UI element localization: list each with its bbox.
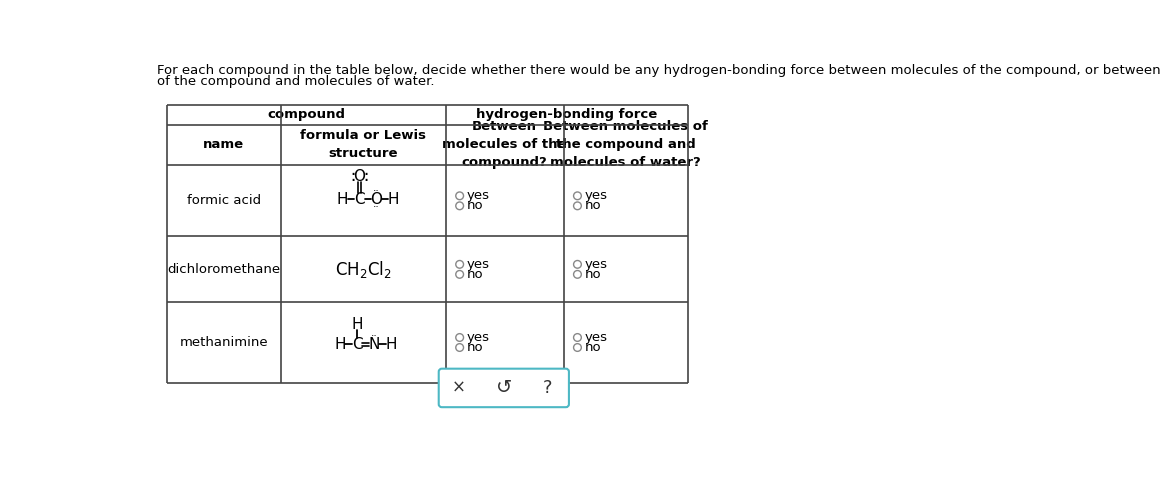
Text: yes: yes (466, 258, 490, 271)
Text: ··: ·· (374, 202, 379, 212)
Text: formula or Lewis
structure: formula or Lewis structure (300, 130, 426, 160)
Text: name: name (203, 139, 245, 152)
Text: ··: ·· (371, 331, 377, 341)
Text: no: no (466, 268, 484, 281)
Text: Between
molecules of the
compound?: Between molecules of the compound? (442, 120, 567, 169)
Text: H: H (385, 336, 397, 351)
Text: no: no (585, 341, 601, 354)
Text: compound: compound (267, 108, 346, 121)
Text: no: no (466, 199, 484, 212)
Text: H: H (336, 192, 348, 207)
Text: no: no (585, 268, 601, 281)
Text: C: C (354, 192, 364, 207)
Text: ··: ·· (374, 187, 379, 197)
Text: of the compound and molecules of water.: of the compound and molecules of water. (157, 74, 434, 87)
Text: $\mathregular{CH_2Cl_2}$: $\mathregular{CH_2Cl_2}$ (335, 259, 392, 280)
Text: :: : (361, 168, 370, 184)
Text: H: H (387, 192, 399, 207)
Text: yes: yes (466, 331, 490, 344)
Text: ?: ? (543, 379, 552, 397)
Text: formic acid: formic acid (187, 194, 261, 207)
Text: O: O (370, 192, 383, 207)
Text: For each compound in the table below, decide whether there would be any hydrogen: For each compound in the table below, de… (157, 64, 1160, 77)
Text: O: O (354, 168, 365, 184)
Text: ↺: ↺ (495, 378, 512, 397)
Text: dichloromethane: dichloromethane (167, 263, 281, 276)
Text: :: : (348, 168, 357, 184)
Text: C: C (351, 336, 362, 351)
Text: Between molecules of
the compound and
molecules of water?: Between molecules of the compound and mo… (543, 120, 708, 169)
Text: yes: yes (585, 258, 608, 271)
Text: no: no (466, 341, 484, 354)
Text: N: N (369, 336, 379, 351)
Text: no: no (585, 199, 601, 212)
FancyBboxPatch shape (438, 369, 568, 407)
Text: H: H (334, 336, 346, 351)
Text: yes: yes (585, 189, 608, 202)
Text: hydrogen-bonding force: hydrogen-bonding force (476, 108, 658, 121)
Text: methanimine: methanimine (180, 336, 268, 349)
Text: ×: × (452, 379, 466, 397)
Text: H: H (351, 316, 363, 332)
Text: yes: yes (466, 189, 490, 202)
Text: yes: yes (585, 331, 608, 344)
